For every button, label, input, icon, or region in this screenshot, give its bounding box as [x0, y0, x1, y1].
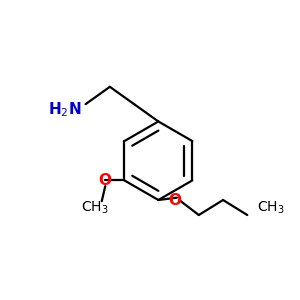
- Text: CH$_3$: CH$_3$: [256, 200, 284, 216]
- Text: CH$_3$: CH$_3$: [81, 200, 109, 216]
- Text: O: O: [99, 173, 112, 188]
- Text: H$_2$N: H$_2$N: [48, 100, 82, 119]
- Text: O: O: [168, 193, 181, 208]
